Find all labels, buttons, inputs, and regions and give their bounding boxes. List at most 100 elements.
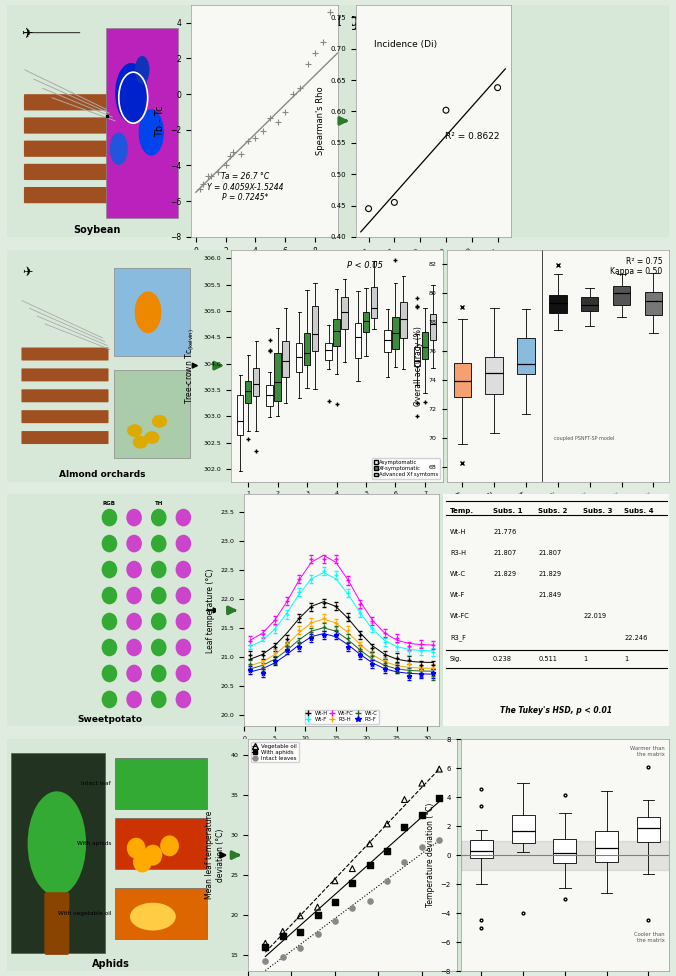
Point — [198, 177, 209, 192]
Ellipse shape — [132, 436, 148, 449]
Text: The Tukey's HSD, p < 0.01: The Tukey's HSD, p < 0.01 — [500, 706, 612, 714]
FancyBboxPatch shape — [24, 117, 125, 134]
PathPatch shape — [549, 295, 566, 312]
Circle shape — [151, 561, 166, 579]
Circle shape — [127, 837, 145, 859]
Point — [364, 893, 375, 909]
PathPatch shape — [637, 817, 660, 842]
PathPatch shape — [296, 343, 302, 372]
Text: With vegetable oil: With vegetable oil — [57, 911, 111, 915]
X-axis label: Date: Date — [420, 271, 446, 281]
Point — [492, 80, 503, 96]
Ellipse shape — [28, 792, 86, 896]
X-axis label: Severity: Severity — [244, 262, 285, 271]
Text: ✈: ✈ — [22, 266, 32, 279]
X-axis label: Days post transplanting (dpt): Days post transplanting (dpt) — [285, 747, 399, 755]
Circle shape — [160, 835, 179, 856]
Ellipse shape — [152, 415, 167, 427]
Y-axis label: Tb - Tc: Tb - Tc — [155, 105, 165, 137]
PathPatch shape — [237, 395, 243, 434]
Text: Bacteria: Bacteria — [295, 257, 381, 274]
Circle shape — [176, 587, 191, 604]
Circle shape — [151, 587, 166, 604]
Ellipse shape — [135, 56, 149, 84]
Y-axis label: Overall accuracy (%): Overall accuracy (%) — [414, 326, 423, 406]
Point — [312, 926, 323, 942]
Circle shape — [176, 508, 191, 526]
PathPatch shape — [312, 305, 318, 350]
Text: 22.019: 22.019 — [583, 614, 606, 620]
Legend: Vegetable oil, With aphids, Intact leaves: Vegetable oil, With aphids, Intact leave… — [251, 742, 299, 762]
Point — [347, 874, 358, 890]
Circle shape — [176, 613, 191, 630]
FancyBboxPatch shape — [22, 347, 109, 360]
Circle shape — [126, 638, 142, 656]
Circle shape — [143, 844, 162, 866]
Text: 21.829: 21.829 — [493, 571, 516, 577]
Point — [260, 939, 271, 955]
FancyBboxPatch shape — [22, 410, 109, 424]
Circle shape — [151, 665, 166, 682]
Text: With aphids: With aphids — [76, 841, 111, 846]
FancyBboxPatch shape — [116, 757, 207, 809]
Circle shape — [126, 535, 142, 552]
PathPatch shape — [384, 330, 391, 352]
Text: 21.849: 21.849 — [538, 592, 561, 598]
Y-axis label: Tree-crown Tc$_\mathrm{(kelvin)}$: Tree-crown Tc$_\mathrm{(kelvin)}$ — [184, 328, 197, 404]
PathPatch shape — [470, 840, 493, 858]
FancyBboxPatch shape — [22, 389, 109, 402]
Point — [364, 857, 375, 873]
Circle shape — [126, 508, 142, 526]
Circle shape — [176, 665, 191, 682]
Circle shape — [176, 691, 191, 709]
Y-axis label: Leaf temperature (°C): Leaf temperature (°C) — [206, 568, 215, 653]
Point — [329, 914, 340, 929]
PathPatch shape — [363, 311, 369, 332]
Circle shape — [176, 561, 191, 579]
Ellipse shape — [130, 903, 176, 930]
Point — [416, 807, 427, 823]
PathPatch shape — [392, 316, 399, 349]
PathPatch shape — [512, 815, 535, 843]
PathPatch shape — [454, 363, 471, 396]
Point — [258, 123, 268, 139]
Text: Wt-FC: Wt-FC — [450, 614, 470, 620]
Text: Incidence (Di): Incidence (Di) — [375, 40, 437, 49]
Y-axis label: Spearman's Rho: Spearman's Rho — [316, 87, 324, 155]
Circle shape — [176, 535, 191, 552]
Y-axis label: Mean leaf temperature
deviation (°C): Mean leaf temperature deviation (°C) — [206, 811, 225, 899]
Point — [250, 130, 261, 145]
Point — [364, 836, 375, 852]
Text: 21.829: 21.829 — [538, 571, 561, 577]
Text: 22.246: 22.246 — [624, 634, 648, 640]
Point — [347, 901, 358, 916]
Point — [260, 935, 271, 951]
Point — [399, 819, 410, 834]
PathPatch shape — [485, 356, 503, 394]
Circle shape — [151, 508, 166, 526]
Y-axis label: Temperature deviation (°C): Temperature deviation (°C) — [426, 803, 435, 908]
PathPatch shape — [341, 297, 347, 330]
Text: Virus: Virus — [312, 502, 364, 519]
Bar — [460, 840, 669, 870]
FancyBboxPatch shape — [22, 431, 109, 444]
Point — [277, 923, 288, 939]
Point — [235, 146, 246, 162]
PathPatch shape — [414, 346, 420, 366]
Text: Almond orchards: Almond orchards — [59, 470, 145, 479]
Circle shape — [151, 638, 166, 656]
Text: 1: 1 — [583, 656, 587, 662]
Text: Subs. 4: Subs. 4 — [624, 508, 654, 513]
Point — [399, 854, 410, 870]
Point — [324, 4, 335, 20]
Point — [220, 157, 231, 173]
Text: ✈: ✈ — [21, 25, 33, 40]
Circle shape — [126, 665, 142, 682]
PathPatch shape — [325, 344, 332, 360]
Point — [329, 873, 340, 888]
Point — [382, 874, 393, 889]
Text: Sweetpotato: Sweetpotato — [77, 715, 142, 724]
Point — [441, 102, 452, 118]
Point — [329, 894, 340, 910]
FancyBboxPatch shape — [116, 818, 207, 869]
